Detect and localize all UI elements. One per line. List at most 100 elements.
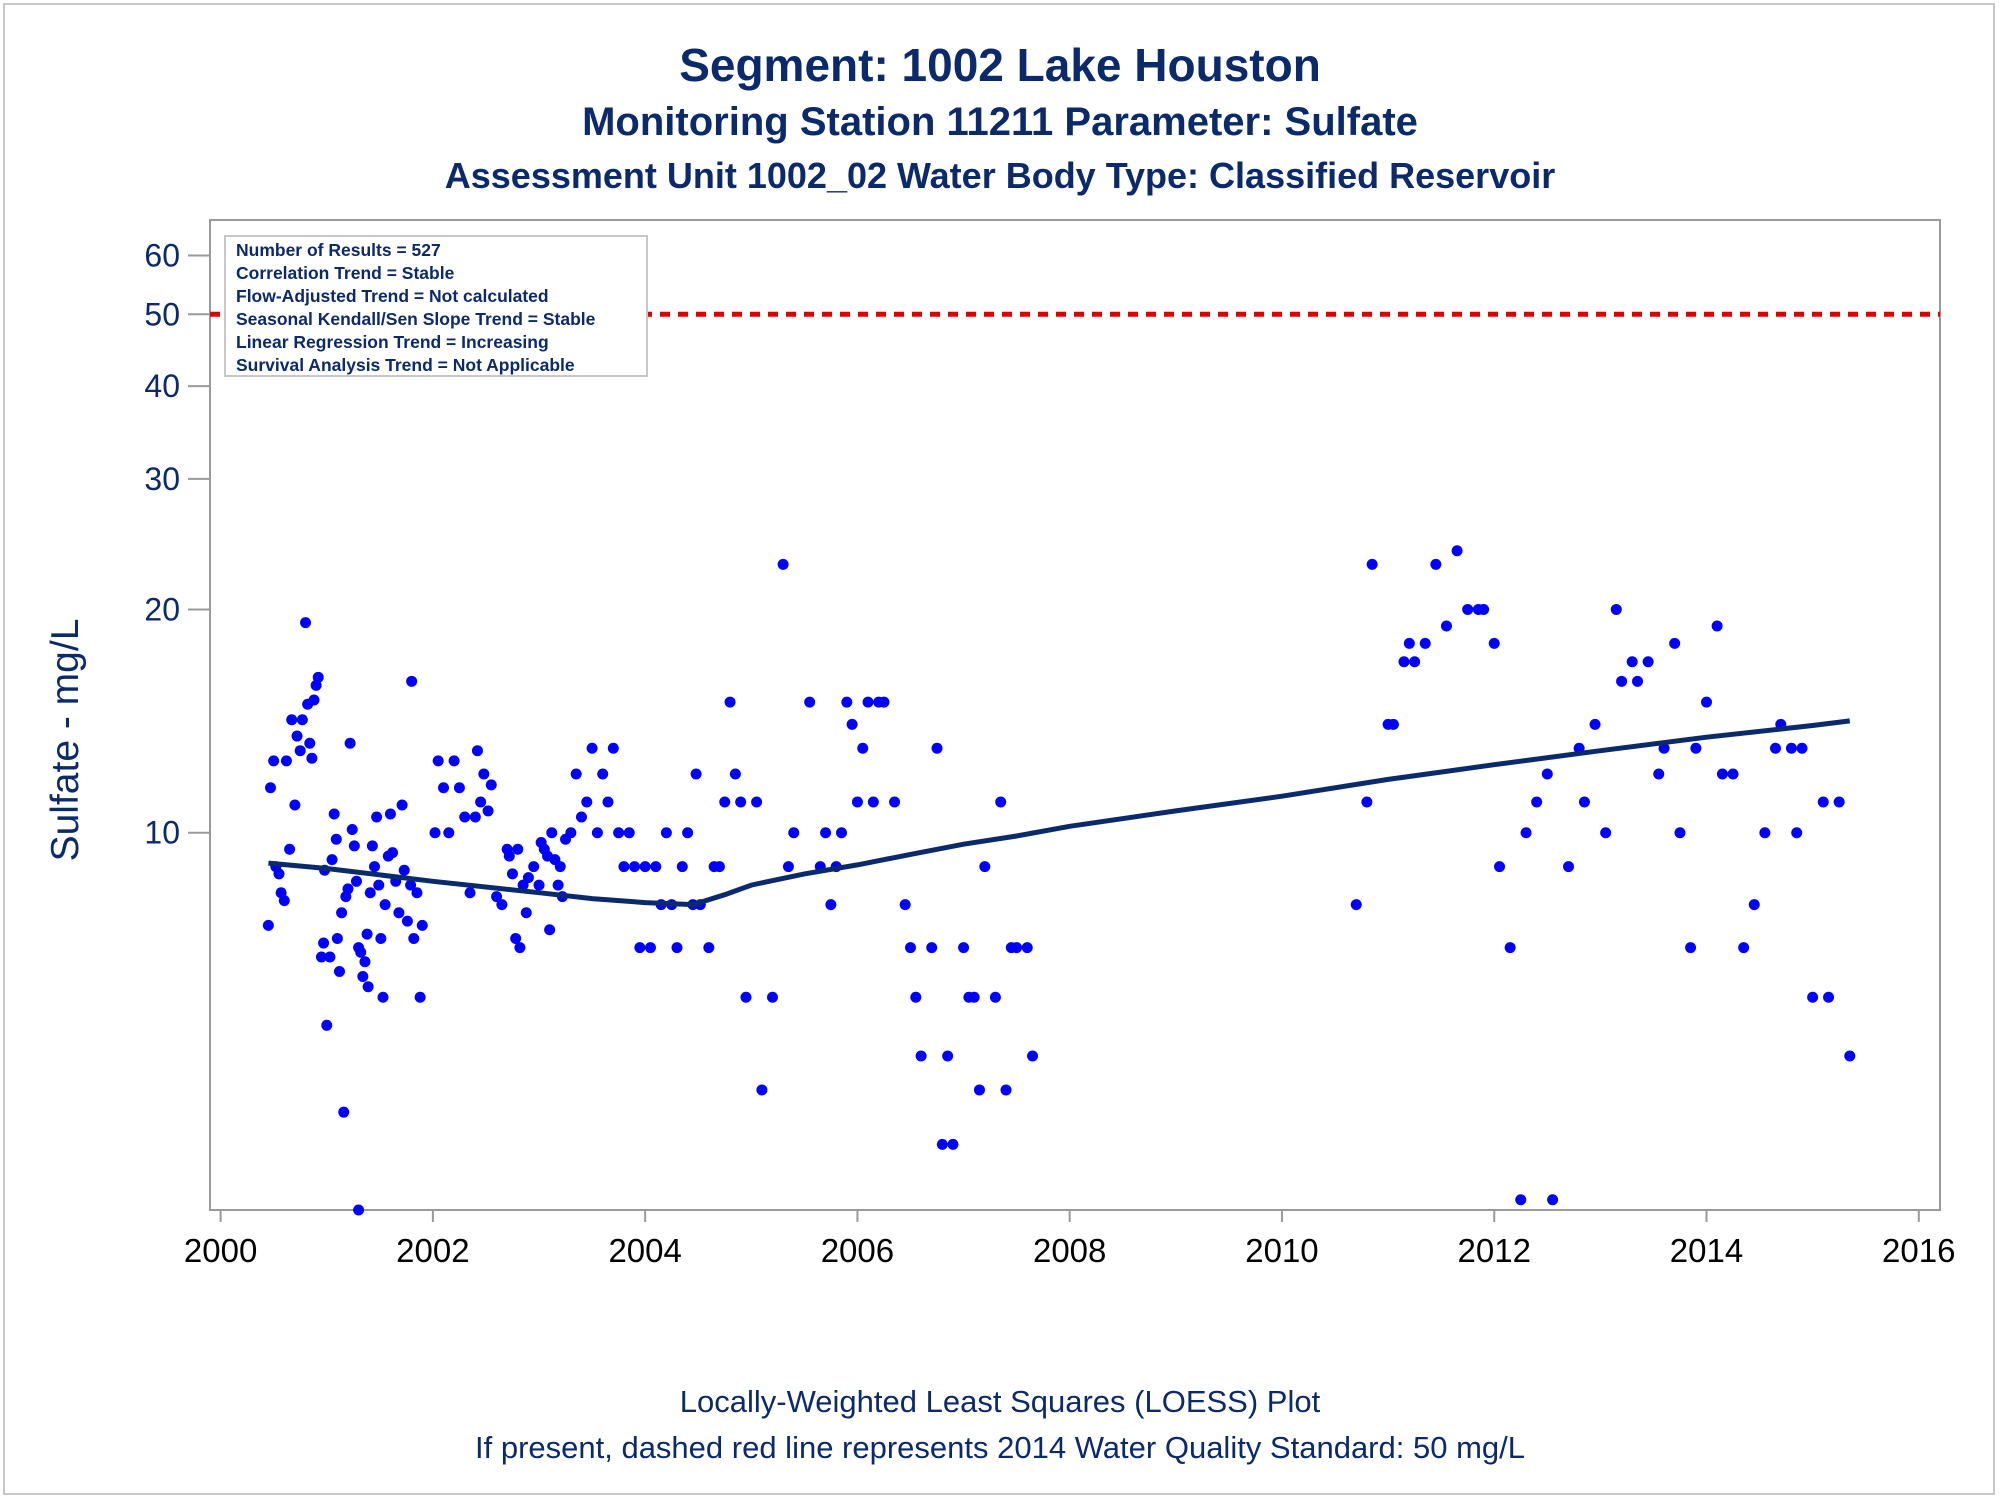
data-point [703, 942, 715, 954]
data-point [947, 1138, 959, 1150]
data-point [713, 861, 725, 873]
data-point [1398, 656, 1410, 668]
data-point [512, 843, 524, 855]
data-point [570, 768, 582, 780]
data-point [264, 782, 276, 794]
y-tick-label: 40 [144, 368, 180, 404]
data-point [995, 796, 1007, 808]
data-point [682, 827, 694, 839]
data-point [1669, 637, 1681, 649]
data-point [1738, 942, 1750, 954]
data-point [437, 782, 449, 794]
data-point [432, 755, 444, 767]
data-point [355, 946, 367, 958]
data-point [528, 861, 540, 873]
data-point [719, 796, 731, 808]
data-point [1769, 742, 1781, 754]
data-point [1011, 942, 1023, 954]
data-point [740, 991, 752, 1003]
data-point [904, 942, 916, 954]
data-point [387, 847, 399, 859]
data-point [1541, 768, 1553, 780]
data-point [1403, 637, 1415, 649]
data-point [312, 671, 324, 683]
data-point [294, 745, 306, 757]
data-point [1494, 861, 1506, 873]
data-point [623, 827, 635, 839]
data-point [324, 951, 336, 963]
data-point [371, 811, 383, 823]
y-tick-label: 10 [144, 815, 180, 851]
data-point [936, 1138, 948, 1150]
data-point [634, 942, 646, 954]
data-point [629, 861, 641, 873]
data-point [478, 768, 490, 780]
data-point [284, 843, 296, 855]
data-point [1817, 796, 1829, 808]
data-point [359, 956, 371, 968]
data-point [910, 991, 922, 1003]
data-point [1366, 558, 1378, 570]
x-tick-label: 2008 [1033, 1232, 1106, 1269]
data-point [597, 768, 609, 780]
data-point [1589, 718, 1601, 730]
data-point [373, 879, 385, 891]
chart-subtitle-assessment: Assessment Unit 1002_02 Water Body Type:… [444, 155, 1556, 196]
data-point [1361, 796, 1373, 808]
y-axis-label: Sulfate - mg/L [44, 619, 87, 862]
data-point [639, 861, 651, 873]
data-point [1807, 991, 1819, 1003]
data-point [1350, 899, 1362, 911]
data-point [491, 891, 503, 903]
data-point [364, 887, 376, 899]
data-point [1515, 1194, 1527, 1206]
data-point [586, 742, 598, 754]
data-point [989, 991, 1001, 1003]
data-point [300, 617, 312, 629]
data-point [777, 558, 789, 570]
x-tick-label: 2000 [184, 1232, 257, 1269]
data-point [286, 714, 298, 726]
data-point [1478, 603, 1490, 615]
loess-line [268, 718, 1851, 908]
data-point [459, 811, 471, 823]
data-point [1653, 768, 1665, 780]
data-point [366, 840, 378, 852]
data-point [414, 991, 426, 1003]
data-point [1563, 861, 1575, 873]
footnote-standard: If present, dashed red line represents 2… [474, 1430, 1525, 1465]
data-point [1462, 603, 1474, 615]
data-point [565, 827, 577, 839]
data-point [280, 755, 292, 767]
data-point [1504, 942, 1516, 954]
data-point [464, 887, 476, 899]
x-tick-label: 2012 [1458, 1232, 1531, 1269]
data-point [353, 1204, 365, 1216]
data-point [514, 942, 526, 954]
data-point [333, 965, 345, 977]
data-point [506, 868, 518, 880]
inset-line: Seasonal Kendall/Sen Slope Trend = Stabl… [236, 309, 596, 329]
data-point [416, 919, 428, 931]
data-point [729, 768, 741, 780]
data-point [1632, 675, 1644, 687]
data-point [846, 718, 858, 730]
data-point [899, 899, 911, 911]
data-point [1711, 620, 1723, 632]
data-point [926, 942, 938, 954]
chart-subtitle-station: Monitoring Station 11211 Parameter: Sulf… [582, 100, 1418, 144]
data-point [1791, 827, 1803, 839]
data-point [841, 696, 853, 708]
data-point [398, 864, 410, 876]
loess-curve [268, 718, 1851, 908]
data-point [1419, 637, 1431, 649]
data-point [836, 827, 848, 839]
data-point [338, 1106, 350, 1118]
data-point [1027, 1050, 1039, 1062]
data-point [820, 827, 832, 839]
data-point [1674, 827, 1686, 839]
data-point [1748, 899, 1760, 911]
data-point [1547, 1194, 1559, 1206]
data-point [788, 827, 800, 839]
